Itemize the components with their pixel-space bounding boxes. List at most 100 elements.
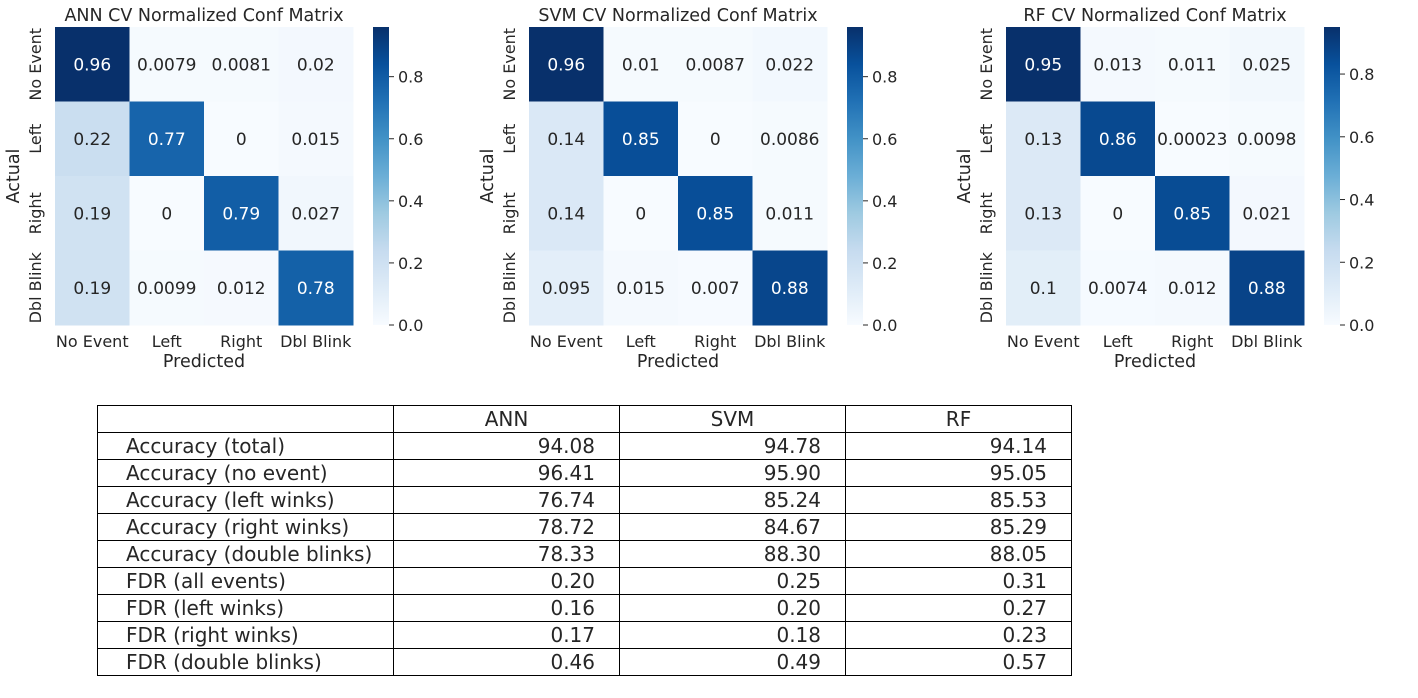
- cell-value-label: 0: [635, 204, 646, 224]
- heatmap-cell: [1006, 176, 1081, 251]
- cell-value-label: 0: [236, 130, 247, 150]
- heatmap-cell: [752, 101, 828, 177]
- heatmap-cell: [752, 250, 828, 326]
- x-tick-label: Left: [626, 332, 656, 351]
- heatmap-cell: [752, 176, 828, 251]
- heatmap-cell: [278, 176, 354, 251]
- x-tick-label: No Event: [530, 332, 603, 351]
- heatmap-cell: [204, 101, 279, 177]
- colorbar-tick-label: 0.6: [1349, 128, 1374, 147]
- cell-value-label: 0.007: [691, 279, 740, 299]
- cell-value-label: 0.96: [73, 55, 111, 75]
- x-axis-label: Predicted: [163, 352, 245, 372]
- heatmap-cell: [204, 250, 279, 326]
- cell-value-label: 0.0098: [1237, 130, 1296, 150]
- table-row: FDR (double blinks) 0.46 0.49 0.57: [97, 648, 1072, 676]
- metric-value: 96.41: [393, 459, 620, 487]
- x-tick-label: Dbl Blink: [280, 332, 352, 351]
- cell-value-label: 0.14: [547, 204, 585, 224]
- y-tick-label: Left: [500, 124, 519, 154]
- cell-value-label: 0.027: [291, 204, 340, 224]
- cell-value-label: 0.00023: [1157, 130, 1227, 150]
- heatmap-cell: [1155, 27, 1230, 102]
- heatmap-cell: [678, 27, 753, 102]
- cell-value-label: 0: [1112, 204, 1123, 224]
- metric-value: 0.49: [619, 648, 846, 676]
- cell-value-label: 0.0079: [137, 55, 196, 75]
- table-row: Accuracy (total) 94.08 94.78 94.14: [97, 432, 1072, 460]
- heatmap-cell: [752, 27, 828, 102]
- cell-value-label: 0.85: [622, 130, 660, 150]
- chart-title: RF CV Normalized Conf Matrix: [1023, 6, 1286, 26]
- y-axis-label: Actual: [955, 149, 975, 204]
- heatmap-cell: [678, 101, 753, 177]
- row-label: Accuracy (right winks): [97, 513, 394, 541]
- cell-value-label: 0.011: [765, 204, 814, 224]
- heatmap-cell: [1155, 176, 1230, 251]
- metric-value: 0.57: [845, 648, 1072, 676]
- cell-value-label: 0.22: [73, 130, 111, 150]
- heatmap-cell: [278, 27, 354, 102]
- colorbar-tick-label: 0.0: [398, 316, 423, 335]
- metric-value: 94.14: [845, 432, 1072, 460]
- heatmap-cell: [278, 250, 354, 326]
- y-tick-label: Right: [26, 192, 45, 234]
- heatmap-cell: [1006, 101, 1081, 177]
- heatmap-cell: [678, 176, 753, 251]
- cell-value-label: 0: [710, 130, 721, 150]
- metrics-table: ANN SVM RF Accuracy (total) 94.08 94.78 94.14…: [97, 405, 1072, 676]
- heatmap-cell: [529, 101, 604, 177]
- x-tick-label: No Event: [56, 332, 129, 351]
- heatmap-cell: [278, 101, 354, 177]
- heatmap-cell: [1229, 101, 1305, 177]
- row-label: Accuracy (no event): [97, 459, 394, 487]
- cell-value-label: 0.88: [1248, 279, 1286, 299]
- cell-value-label: 0.77: [148, 130, 186, 150]
- column-header: RF: [845, 405, 1072, 433]
- cell-value-label: 0.78: [297, 279, 335, 299]
- cell-value-label: 0.79: [222, 204, 260, 224]
- table-row: FDR (left winks) 0.16 0.20 0.27: [97, 594, 1072, 622]
- heatmap-panel: 0.96 0.0079 0.0081 0.02 0.22 0.77 0 0.015 0.19 0 0…: [4, 6, 423, 372]
- cell-value-label: 0.011: [1168, 55, 1217, 75]
- cell-value-label: 0.01: [622, 55, 660, 75]
- heatmap-cell: [1155, 250, 1230, 326]
- metric-value: 94.08: [393, 432, 620, 460]
- colorbar-tick-label: 0.4: [398, 192, 423, 211]
- heatmap-cell: [204, 27, 279, 102]
- colorbar-tick-label: 0.6: [872, 130, 897, 149]
- heatmap-cell: [1006, 250, 1081, 326]
- metric-value: 0.46: [393, 648, 620, 676]
- cell-value-label: 0: [161, 204, 172, 224]
- cell-value-label: 0.86: [1099, 130, 1137, 150]
- cell-value-label: 0.022: [765, 55, 814, 75]
- colorbar-tick-label: 0.2: [398, 254, 423, 273]
- chart-title: SVM CV Normalized Conf Matrix: [538, 6, 817, 26]
- cell-value-label: 0.88: [771, 279, 809, 299]
- metric-value: 0.20: [393, 567, 620, 595]
- cell-value-label: 0.13: [1024, 204, 1062, 224]
- cell-value-label: 0.1: [1030, 279, 1057, 299]
- metric-value: 88.30: [619, 540, 846, 568]
- metric-value: 0.18: [619, 621, 846, 649]
- colorbar-tick-label: 0.0: [872, 316, 897, 335]
- heatmap-cell: [529, 250, 604, 326]
- y-tick-label: Dbl Blink: [500, 251, 519, 323]
- heatmap-cell: [603, 101, 679, 177]
- cell-value-label: 0.0074: [1088, 279, 1147, 299]
- table-row: Accuracy (left winks) 76.74 85.24 85.53: [97, 486, 1072, 514]
- cell-value-label: 0.015: [616, 279, 665, 299]
- heatmap-panel: 0.95 0.013 0.011 0.025 0.13 0.86 0.00023 0.0098…: [955, 6, 1374, 372]
- cell-value-label: 0.0086: [760, 130, 819, 150]
- y-tick-label: Dbl Blink: [977, 251, 996, 323]
- cell-value-label: 0.025: [1242, 55, 1291, 75]
- x-axis-label: Predicted: [637, 352, 719, 372]
- column-header: ANN: [393, 405, 620, 433]
- table-row: Accuracy (right winks) 78.72 84.67 85.29: [97, 513, 1072, 541]
- table-row: Accuracy (no event) 96.41 95.90 95.05: [97, 459, 1072, 487]
- table-row: FDR (all events) 0.20 0.25 0.31: [97, 567, 1072, 595]
- heatmap-cell: [1006, 27, 1081, 102]
- heatmap-cell: [1080, 250, 1156, 326]
- row-label: FDR (double blinks): [97, 648, 394, 676]
- colorbar-tick-label: 0.0: [1349, 316, 1374, 335]
